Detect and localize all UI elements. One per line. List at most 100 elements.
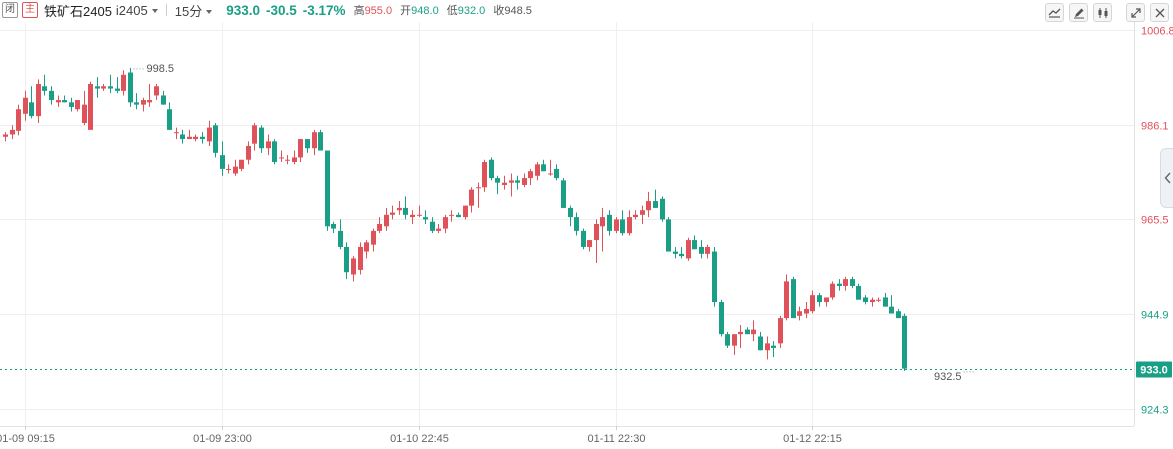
candle	[69, 97, 74, 112]
candle-body	[443, 217, 448, 229]
candle	[272, 139, 277, 165]
candle-body	[791, 279, 796, 319]
candle-body	[850, 279, 855, 286]
candle	[476, 182, 481, 208]
side-panel-toggle[interactable]	[1160, 148, 1173, 208]
candle-body	[830, 283, 835, 298]
candle	[56, 95, 61, 107]
candle	[870, 297, 875, 307]
candle-body	[344, 246, 349, 273]
candle	[607, 210, 612, 236]
candle-body	[765, 343, 770, 351]
line-tool-icon	[1048, 8, 1061, 18]
high-value: 955.0	[364, 5, 393, 17]
candle-body	[318, 132, 323, 151]
candle	[574, 212, 579, 236]
candle	[239, 159, 244, 172]
market-closed-badge: 闭	[2, 2, 18, 18]
candle	[233, 159, 238, 176]
candle-body	[200, 136, 205, 140]
close-button[interactable]	[1150, 3, 1169, 22]
candle-body	[568, 207, 573, 218]
candle	[134, 93, 139, 110]
candle-body	[338, 230, 343, 247]
candle	[810, 290, 815, 314]
candle-body	[646, 201, 651, 211]
chevron-down-icon	[151, 9, 158, 14]
candle	[771, 341, 776, 358]
candle-body	[312, 132, 317, 149]
candle-body	[686, 240, 691, 259]
candle-body	[581, 230, 586, 247]
candle-body	[607, 214, 612, 231]
candle-body	[75, 100, 80, 110]
fullscreen-button[interactable]	[1126, 3, 1145, 22]
candle	[837, 279, 842, 291]
candle-body	[509, 180, 514, 183]
candle	[121, 70, 126, 96]
candle-body	[410, 214, 415, 218]
candle	[843, 276, 848, 291]
candle	[824, 297, 829, 307]
candle-body	[699, 246, 704, 254]
candle	[95, 77, 100, 98]
candle	[679, 246, 684, 259]
candle-body	[738, 331, 743, 335]
candle-body	[226, 168, 231, 170]
expand-icon	[1130, 7, 1141, 18]
candle-body	[653, 201, 658, 208]
chevron-left-icon	[1164, 172, 1171, 184]
candle	[778, 315, 783, 348]
candle-body	[207, 127, 212, 142]
symbol-selector[interactable]: i2405	[116, 3, 158, 18]
candle	[686, 237, 691, 261]
candle-body	[705, 246, 710, 254]
candle	[804, 302, 809, 319]
candle	[154, 83, 159, 101]
candle-body	[640, 210, 645, 215]
candle-body	[660, 198, 665, 220]
quote-header: 闭 主 铁矿石2405 i2405 15分 933.0 -30.5 -3.17%…	[0, 0, 1173, 20]
line-tool-button[interactable]	[1045, 3, 1064, 22]
candle	[653, 189, 658, 208]
candle-body	[883, 297, 888, 307]
last-price-tag	[1136, 361, 1172, 378]
candle	[29, 86, 34, 119]
candle	[141, 97, 146, 112]
candle-body	[673, 251, 678, 254]
candle-style-button[interactable]	[1093, 3, 1112, 22]
candle-body	[239, 159, 244, 169]
candle-body	[463, 205, 468, 218]
candle	[318, 129, 323, 151]
symbol-code: i2405	[115, 2, 148, 18]
candle-body	[745, 329, 750, 335]
candle-body	[502, 182, 507, 185]
candle-body	[49, 90, 54, 101]
candle	[174, 127, 179, 140]
candle-body	[758, 336, 763, 351]
candle	[594, 219, 599, 264]
candle-body	[147, 100, 152, 103]
candle	[16, 104, 21, 136]
candle-body	[620, 219, 625, 234]
max-marker-label: 998.5	[147, 63, 175, 75]
period-selector[interactable]: 15分	[175, 1, 213, 20]
candle-body	[187, 136, 192, 140]
candle	[167, 102, 172, 130]
candle	[495, 175, 500, 195]
candle	[331, 221, 336, 234]
candle-body	[213, 125, 218, 153]
candle	[469, 187, 474, 213]
last-price: 933.0	[226, 2, 260, 18]
candle-body	[476, 187, 481, 189]
candle-body	[331, 224, 336, 229]
candle	[463, 205, 468, 220]
candle-body	[325, 150, 330, 227]
candle	[850, 276, 855, 289]
candle	[292, 150, 297, 165]
draw-button[interactable]	[1069, 3, 1088, 22]
candle	[266, 134, 271, 156]
candle	[305, 139, 310, 153]
candle	[364, 240, 369, 259]
